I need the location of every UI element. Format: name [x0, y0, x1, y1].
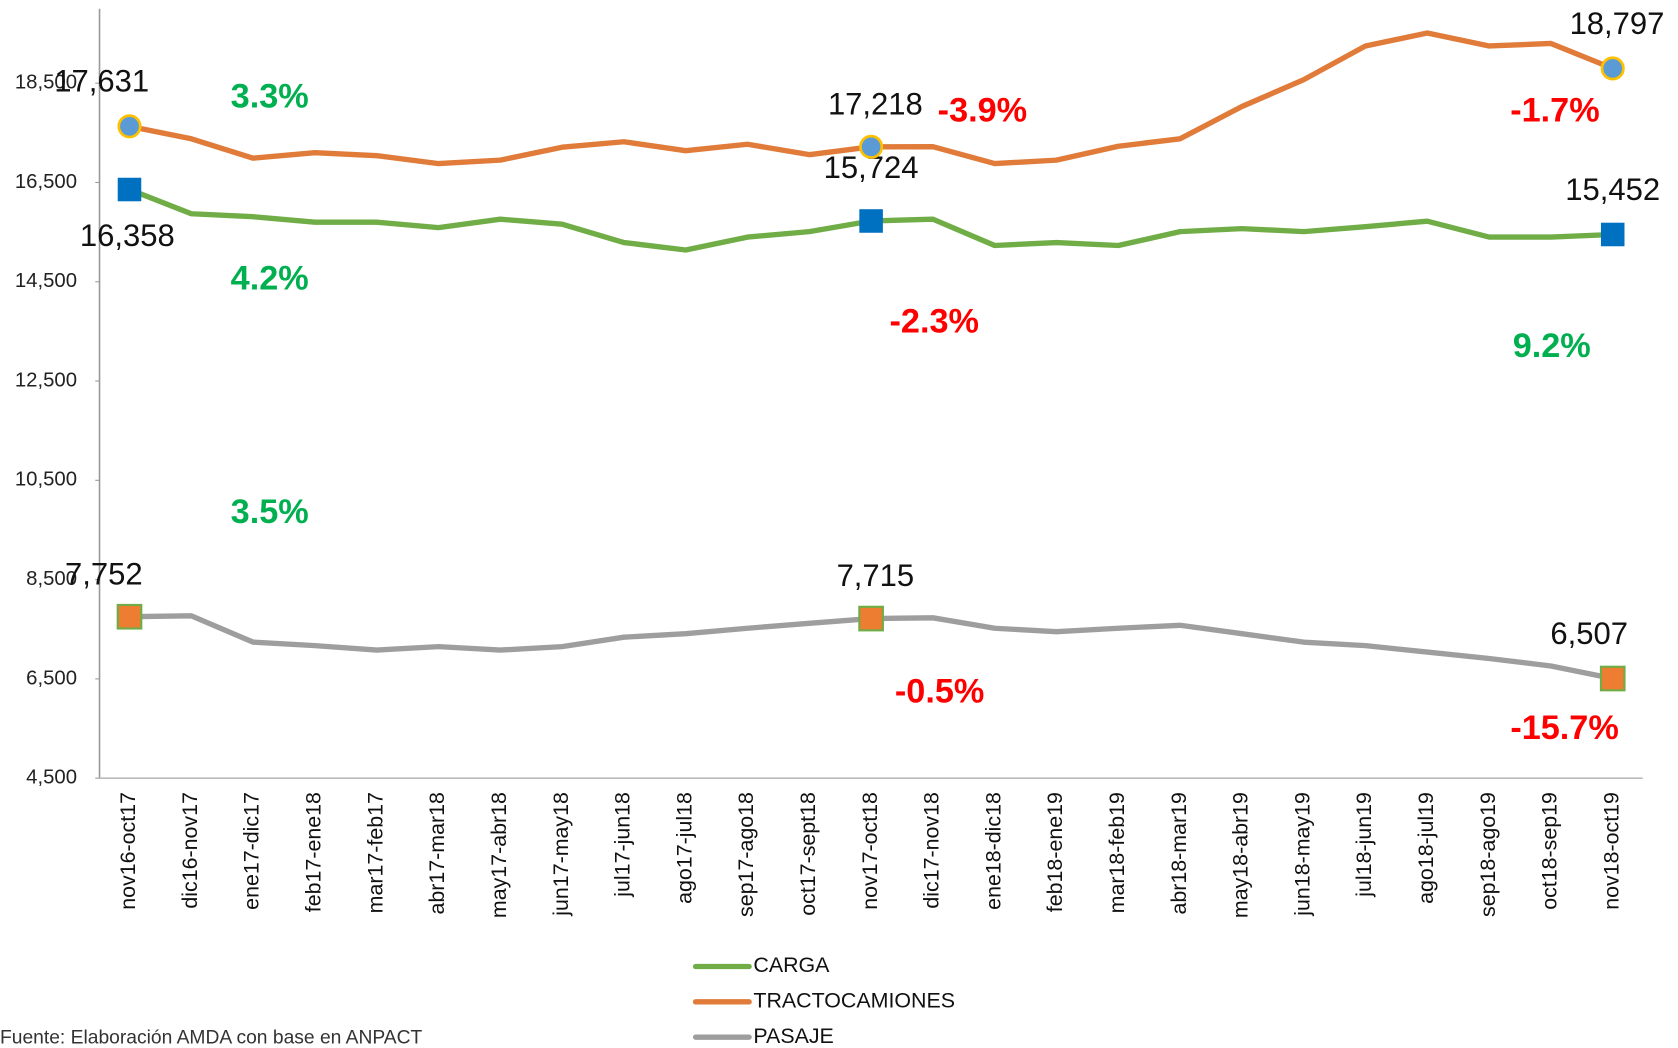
source-note: Fuente: Elaboración AMDA con base en ANP… [0, 1027, 423, 1048]
x-tick-label: sep17-ago18 [734, 792, 758, 917]
y-tick-label: 14,500 [15, 270, 77, 292]
x-tick-label: feb17-ene18 [302, 792, 326, 912]
x-tick-label: dic17-nov18 [920, 792, 944, 909]
point-marker [117, 114, 142, 139]
x-tick-label: sep18-ago19 [1476, 792, 1500, 917]
x-tick-label: may17-abr18 [487, 792, 511, 918]
legend-label: PASAJE [753, 1024, 833, 1048]
annotation: 3.5% [231, 493, 309, 531]
x-tick-label: feb18-ene19 [1043, 792, 1067, 912]
x-tick-label: mar17-feb17 [363, 792, 387, 913]
point-marker [858, 605, 884, 632]
point-marker [117, 177, 142, 202]
x-tick-label: ene17-dic17 [240, 792, 264, 910]
x-tick-label: oct18-sep19 [1538, 792, 1562, 910]
y-tick-label: 6,500 [26, 667, 77, 689]
y-tick-label: 18,500 [15, 72, 77, 94]
data-label: 17,631 [54, 64, 149, 99]
x-tick-label: dic16-nov17 [178, 792, 202, 909]
x-tick-label: jul17-jun18 [611, 792, 635, 898]
x-tick-label: ago18-jul19 [1414, 792, 1438, 904]
data-label: 6,507 [1550, 616, 1628, 651]
x-tick-label: nov18-oct19 [1599, 792, 1623, 910]
y-tick-label: 12,500 [15, 369, 77, 391]
x-tick-label: ago17-jul18 [672, 792, 696, 904]
annotation: -1.7% [1510, 92, 1599, 130]
point-marker [1600, 222, 1625, 247]
x-tick-label: oct17-sept18 [796, 792, 820, 916]
y-tick-label: 4,500 [26, 767, 77, 789]
x-tick-label: jun17-may18 [549, 792, 573, 917]
point-marker [859, 209, 883, 233]
legend-label: CARGA [753, 953, 830, 977]
annotation: -0.5% [895, 673, 984, 711]
x-tick-label: mar18-feb19 [1105, 792, 1129, 913]
annotation: 9.2% [1513, 327, 1591, 365]
y-tick-label: 16,500 [15, 171, 77, 193]
legend-label: TRACTOCAMIONES [753, 988, 955, 1012]
point-marker [859, 134, 884, 159]
point-marker [1600, 56, 1625, 81]
data-label: 17,218 [828, 86, 923, 121]
data-label: 18,797 [1570, 6, 1665, 41]
x-tick-label: abr17-mar18 [425, 792, 449, 914]
data-label: 7,752 [65, 556, 143, 591]
x-tick-label: jun18-may19 [1290, 792, 1314, 917]
data-label: 16,358 [80, 218, 175, 253]
x-tick-label: jul18-jun19 [1352, 792, 1376, 898]
data-label: 7,715 [837, 558, 915, 593]
point-marker [116, 603, 143, 630]
y-tick-label: 10,500 [15, 469, 77, 491]
x-tick-label: abr18-mar19 [1167, 792, 1191, 914]
data-label: 15,452 [1565, 172, 1660, 207]
annotation: 4.2% [231, 260, 309, 298]
annotation: -2.3% [890, 302, 979, 340]
x-tick-label: may18-abr19 [1229, 792, 1253, 918]
y-tick-label: 8,500 [26, 568, 77, 590]
x-tick-label: nov17-oct18 [858, 792, 882, 910]
x-tick-label: nov16-oct17 [116, 792, 140, 910]
annotation: -3.9% [938, 92, 1027, 130]
annotation: 3.3% [231, 78, 309, 116]
x-tick-label: ene18-dic18 [981, 792, 1005, 910]
annotation: -15.7% [1510, 709, 1618, 747]
point-marker [1599, 665, 1626, 692]
